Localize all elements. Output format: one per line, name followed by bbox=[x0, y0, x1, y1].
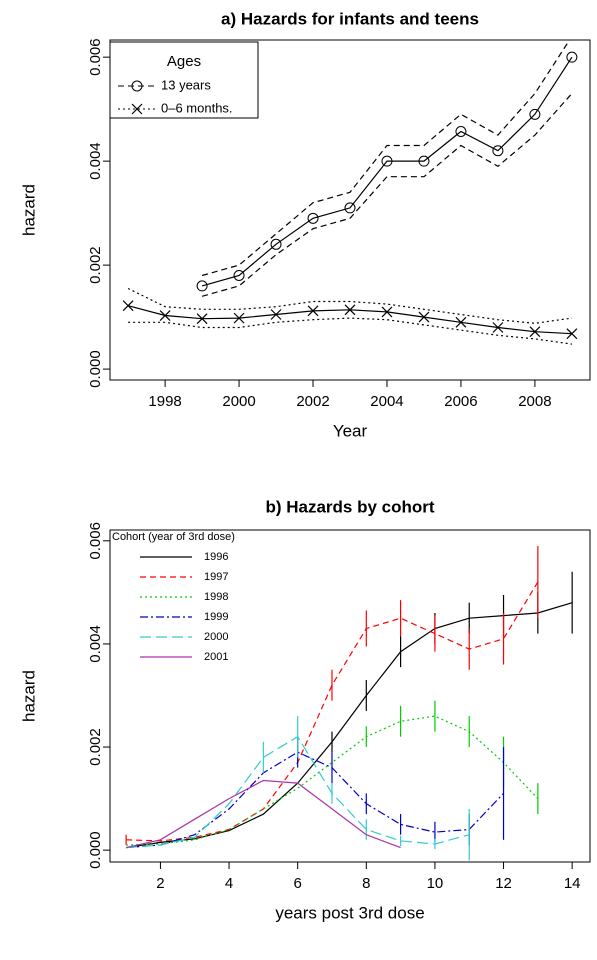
series-line bbox=[126, 602, 573, 849]
confidence-band bbox=[128, 317, 572, 345]
legend-label: 1998 bbox=[204, 591, 228, 603]
y-tick-label: 0.000 bbox=[87, 350, 104, 388]
legend-title: Ages bbox=[167, 53, 201, 70]
x-tick-label: 6 bbox=[294, 875, 302, 892]
marker bbox=[131, 80, 143, 92]
x-axis-label: Year bbox=[333, 421, 368, 440]
y-tick-label: 0.006 bbox=[87, 522, 104, 560]
x-tick-label: 14 bbox=[564, 875, 581, 892]
y-tick-label: 0.002 bbox=[87, 246, 104, 284]
marker bbox=[344, 202, 356, 214]
confidence-band bbox=[127, 287, 572, 324]
marker bbox=[455, 316, 467, 328]
marker bbox=[529, 108, 541, 120]
series-line bbox=[125, 779, 401, 849]
marker bbox=[307, 305, 319, 317]
marker bbox=[529, 326, 541, 338]
legend-label: 1997 bbox=[204, 571, 228, 583]
marker bbox=[131, 103, 143, 115]
x-tick-label: 2004 bbox=[370, 393, 403, 410]
x-tick-label: 2008 bbox=[518, 393, 551, 410]
marker bbox=[566, 51, 578, 63]
x-tick-label: 2006 bbox=[444, 393, 477, 410]
legend-label: 2001 bbox=[204, 651, 228, 663]
x-tick-label: 4 bbox=[225, 875, 233, 892]
y-tick-label: 0.000 bbox=[87, 831, 104, 869]
marker bbox=[344, 304, 356, 316]
marker bbox=[159, 310, 171, 321]
x-tick-label: 2000 bbox=[222, 393, 255, 410]
legend-box bbox=[109, 41, 259, 119]
marker bbox=[270, 238, 282, 250]
marker bbox=[418, 311, 430, 323]
marker bbox=[455, 125, 467, 137]
marker bbox=[196, 280, 208, 292]
plot-frame bbox=[109, 39, 591, 381]
x-tick-label: 12 bbox=[495, 875, 512, 892]
x-tick-label: 2 bbox=[156, 875, 164, 892]
y-tick-label: 0.002 bbox=[87, 728, 104, 766]
y-tick-label: 0.006 bbox=[87, 38, 104, 76]
marker bbox=[566, 328, 578, 340]
x-tick-label: 8 bbox=[362, 875, 370, 892]
y-axis-label: hazard bbox=[19, 184, 38, 236]
marker bbox=[307, 212, 319, 224]
y-tick-label: 0.004 bbox=[87, 625, 104, 663]
x-tick-label: 10 bbox=[427, 875, 444, 892]
plot-area bbox=[122, 40, 578, 345]
marker bbox=[492, 322, 504, 333]
x-tick-label: 1998 bbox=[148, 393, 181, 410]
confidence-band bbox=[201, 93, 573, 297]
chart-title: a) Hazards for infants and teens bbox=[221, 9, 479, 28]
series-line bbox=[126, 751, 504, 849]
marker bbox=[492, 145, 504, 157]
confidence-band bbox=[201, 40, 571, 277]
marker bbox=[418, 155, 430, 167]
series-line bbox=[201, 56, 573, 287]
legend-label: 1996 bbox=[204, 551, 228, 563]
x-axis-label: years post 3rd dose bbox=[275, 903, 424, 922]
x-tick-label: 2002 bbox=[296, 393, 329, 410]
marker bbox=[122, 300, 134, 312]
marker bbox=[233, 312, 245, 324]
chart-title: b) Hazards by cohort bbox=[265, 497, 434, 516]
marker bbox=[196, 313, 208, 325]
legend-label: 1999 bbox=[204, 611, 228, 623]
plot-frame bbox=[109, 529, 591, 863]
y-axis-label: hazard bbox=[19, 670, 38, 722]
legend-title: Cohort (year of 3rd dose) bbox=[112, 531, 235, 543]
legend-label: 2000 bbox=[204, 631, 228, 643]
marker bbox=[270, 309, 282, 320]
plot-area bbox=[125, 545, 573, 861]
y-tick-label: 0.004 bbox=[87, 142, 104, 180]
marker bbox=[381, 306, 393, 318]
marker bbox=[381, 155, 393, 167]
legend-label: 13 years bbox=[161, 77, 211, 92]
legend-label: 0–6 months. bbox=[161, 100, 233, 115]
marker bbox=[233, 270, 245, 282]
